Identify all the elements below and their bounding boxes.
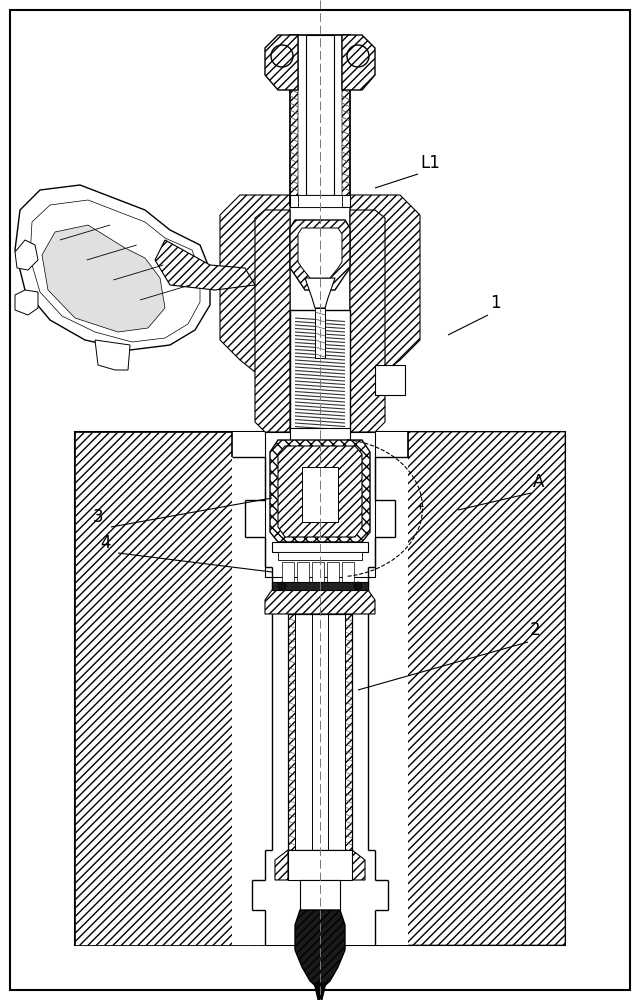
Bar [306,35,334,195]
Polygon shape [270,440,370,542]
Bar [265,432,375,577]
Bar [282,562,294,582]
Bar [295,614,345,850]
Polygon shape [305,278,335,308]
Bar [290,195,350,207]
Polygon shape [255,210,290,432]
Polygon shape [30,200,200,342]
Bar [312,562,324,582]
Polygon shape [265,590,375,614]
Polygon shape [352,850,365,880]
Polygon shape [295,910,345,990]
Polygon shape [42,225,165,332]
Bar [290,310,350,430]
Polygon shape [265,35,298,90]
Text: L1: L1 [420,154,440,172]
Bar [298,195,342,207]
Bar [342,562,354,582]
Circle shape [354,582,362,590]
Circle shape [278,582,286,590]
Polygon shape [350,210,385,432]
Bar [75,432,565,945]
Polygon shape [314,983,326,1000]
Text: 1: 1 [490,294,500,312]
Polygon shape [155,240,255,290]
Polygon shape [220,195,290,380]
Bar [327,562,339,582]
Polygon shape [15,290,38,315]
Polygon shape [288,614,295,850]
Circle shape [271,45,293,67]
Text: 3: 3 [93,508,104,526]
Polygon shape [275,850,288,880]
Bar [232,432,408,945]
Bar [278,552,362,560]
Polygon shape [350,195,420,380]
Bar [297,562,309,582]
Polygon shape [15,240,38,270]
Circle shape [347,45,369,67]
Polygon shape [345,614,352,850]
Polygon shape [342,35,375,90]
Bar [290,35,350,205]
Bar [272,542,368,552]
Bar [300,880,340,910]
Polygon shape [278,446,362,537]
Polygon shape [368,432,565,945]
Polygon shape [298,228,342,278]
Bar [272,582,368,590]
Bar [288,850,352,880]
Bar [290,428,350,440]
Polygon shape [290,35,298,200]
Bar [302,467,338,522]
Bar [288,614,352,850]
Polygon shape [290,220,350,290]
Text: A: A [533,473,545,491]
Bar [315,308,325,358]
Text: 2: 2 [530,621,541,639]
Polygon shape [342,35,350,200]
Text: 4: 4 [100,534,111,552]
Bar [375,365,405,395]
Polygon shape [75,432,272,945]
Polygon shape [15,185,210,350]
Polygon shape [95,340,130,370]
